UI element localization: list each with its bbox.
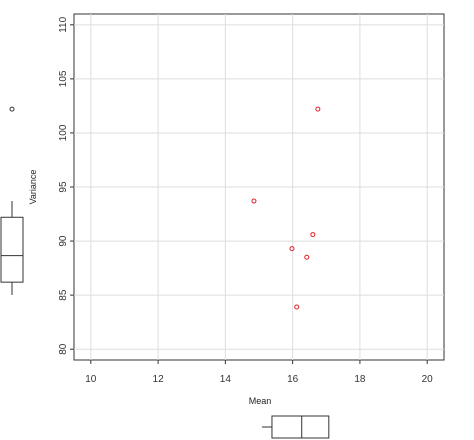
- y-tick-label: 105: [58, 70, 69, 87]
- x-tick-label: 14: [220, 374, 232, 385]
- y-tick-label: 80: [58, 343, 69, 355]
- x-tick-label: 10: [85, 374, 97, 385]
- y-tick-label: 85: [58, 289, 69, 301]
- data-points: [251, 106, 321, 310]
- x-marginal-boxplot: [261, 415, 330, 439]
- y-tick-label: 100: [58, 124, 69, 141]
- data-point: [315, 106, 321, 112]
- x-tick-label: 12: [153, 374, 165, 385]
- x-axis-ticks: 10 12 14 16 18 20: [85, 360, 433, 385]
- y-tick-label: 110: [58, 16, 69, 32]
- y-axis-ticks: 80 85 90 95 100 105 110: [58, 16, 74, 355]
- x-box: [271, 415, 330, 439]
- y-marginal-boxplot: [0, 106, 24, 296]
- y-box-outlier: [9, 106, 15, 112]
- x-tick-label: 16: [287, 374, 299, 385]
- y-tick-label: 95: [58, 181, 69, 193]
- y-box: [0, 216, 24, 283]
- data-point: [304, 254, 310, 260]
- data-point: [294, 304, 300, 310]
- x-tick-label: 20: [422, 374, 434, 385]
- data-point: [289, 246, 295, 252]
- data-point: [251, 198, 257, 204]
- x-axis-label: Mean: [249, 396, 272, 406]
- grid-lines: [74, 14, 444, 360]
- data-point: [310, 232, 316, 238]
- x-tick-label: 18: [354, 374, 366, 385]
- y-axis-label: Variance: [28, 170, 38, 205]
- y-tick-label: 90: [58, 235, 69, 247]
